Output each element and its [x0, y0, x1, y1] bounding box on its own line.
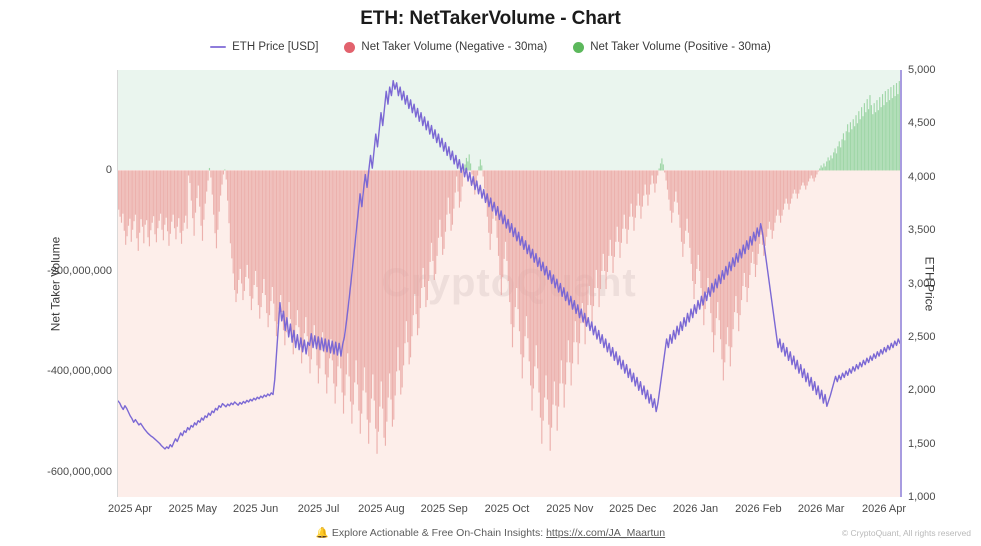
legend-label-net-taker-negative: Net Taker Volume (Negative - 30ma)	[361, 41, 548, 53]
y-axis-right-tick: 1,500	[908, 437, 936, 450]
legend-label-eth-price: ETH Price [USD]	[232, 41, 319, 53]
x-axis-tick: 2025 Oct	[484, 503, 530, 515]
right-axis-line	[900, 70, 902, 497]
footer-note: 🔔 Explore Actionable & Free On-Chain Ins…	[0, 526, 981, 539]
left-axis-line	[117, 70, 118, 497]
page-title: ETH: NetTakerVolume - Chart	[360, 8, 621, 29]
x-axis-tick: 2026 Feb	[735, 503, 782, 515]
y-axis-right-tick: 5,000	[908, 64, 936, 76]
x-axis-tick: 2025 Nov	[546, 503, 594, 515]
x-axis-tick: 2026 Mar	[797, 503, 845, 515]
x-axis-tick: 2025 Jul	[297, 503, 340, 515]
x-axis-tick: 2025 Jun	[233, 503, 279, 515]
bell-icon: 🔔	[315, 527, 329, 539]
y-axis-left: 0 -200,000,000 -400,000,000 -600,000,000	[0, 70, 112, 497]
y-axis-left-tick: -200,000,000	[47, 264, 112, 277]
legend-label-net-taker-positive: Net Taker Volume (Positive - 30ma)	[590, 41, 771, 53]
price-line-layer	[118, 79, 900, 450]
x-axis-tick: 2025 Dec	[609, 503, 657, 515]
x-axis: 2025 Apr 2025 May 2025 Jun 2025 Jul 2025 Aug…	[108, 503, 906, 523]
legend-item-eth-price[interactable]: ETH Price [USD]	[210, 41, 318, 53]
chart-legend: ETH Price [USD] Net Taker Volume (Negati…	[0, 41, 981, 53]
y-axis-right-title-wrap: ETH Price	[922, 70, 954, 497]
y-axis-right-tick: 3,000	[908, 277, 936, 290]
footer-note-text: Explore Actionable & Free On-Chain Insig…	[331, 527, 544, 539]
x-axis-tick: 2026 Apr	[861, 503, 907, 515]
y-axis-left-title: Net Taker Volume	[48, 236, 63, 331]
y-axis-right-tick: 2,500	[908, 330, 936, 343]
y-axis-right-tick: 3,500	[908, 224, 936, 237]
y-axis-left-tick: 0	[105, 164, 112, 177]
y-axis-right-tick: 4,500	[908, 117, 936, 130]
plot-area[interactable]: CryptoQuant	[118, 70, 900, 497]
legend-item-net-taker-positive[interactable]: Net Taker Volume (Positive - 30ma)	[573, 41, 771, 53]
y-axis-left-title-wrap: Net Taker Volume	[46, 70, 63, 497]
x-axis-tick: 2025 Aug	[358, 503, 405, 515]
y-axis-right-tick: 2,000	[908, 384, 936, 397]
y-axis-left-tick: -600,000,000	[47, 465, 112, 478]
footer-link[interactable]: https://x.com/JA_Maartun	[546, 527, 666, 539]
positive-region-band	[118, 70, 900, 171]
y-axis-right-title: ETH Price	[922, 256, 937, 311]
x-axis-tick: 2025 May	[168, 503, 217, 515]
y-axis-right: 5,000 4,500 4,000 3,500 3,000 2,500 2,000 1,500…	[908, 64, 978, 503]
dot-marker-positive-icon	[573, 41, 585, 53]
x-axis-tick: 2025 Sep	[420, 503, 468, 515]
x-axis-tick: 2025 Apr	[107, 503, 153, 515]
y-axis-right-tick: 1,000	[908, 491, 936, 503]
legend-item-net-taker-negative[interactable]: Net Taker Volume (Negative - 30ma)	[344, 41, 547, 53]
x-axis-tick: 2026 Jan	[672, 503, 719, 515]
y-axis-right-tick: 4,000	[908, 170, 936, 183]
y-axis-left-tick: -400,000,000	[47, 365, 112, 378]
dot-marker-negative-icon	[344, 41, 356, 53]
line-marker-icon	[210, 46, 227, 48]
copyright-text: © CryptoQuant, All rights reserved	[841, 528, 971, 538]
bars-layer	[118, 81, 900, 454]
